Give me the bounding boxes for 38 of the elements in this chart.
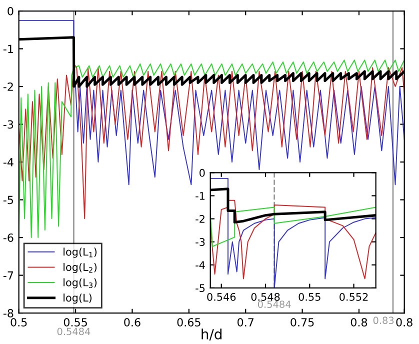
y-tick-label: -8 xyxy=(3,309,14,318)
x-tick-label: 0.55 xyxy=(298,292,320,301)
y-tick-label: 0 xyxy=(8,6,14,16)
x-tick-label: 0.6 xyxy=(124,318,140,326)
x-tick-label: 0.7 xyxy=(238,318,254,326)
x-tick-label: 0.55 xyxy=(64,318,87,326)
legend-label: log(L) xyxy=(64,294,92,304)
line-series xyxy=(210,200,376,280)
x-tick-label: 0.552 xyxy=(340,292,368,301)
legend-label: log(L$_{1}$) xyxy=(64,248,97,258)
y-tick-label: -4 xyxy=(196,261,205,269)
y-tick-label: -5 xyxy=(196,284,205,292)
y-tick-label: -3 xyxy=(196,238,205,246)
line-series xyxy=(210,206,376,247)
x-tick-label: 0.8 xyxy=(396,318,412,326)
y-tick-label: -1 xyxy=(196,192,205,200)
y-tick-label: -5 xyxy=(3,196,14,204)
y-tick-label: -3 xyxy=(3,120,14,129)
x-tick-label: 0.8 xyxy=(350,318,368,326)
ref-line-label: 0.5484 xyxy=(258,300,291,308)
x-tick-label: 0.65 xyxy=(177,318,200,326)
legend-label: log(L$_{3}$) xyxy=(64,278,97,288)
y-tick-label: -7 xyxy=(3,271,14,280)
ref-line-label: 0.5484 xyxy=(57,328,90,336)
line-series xyxy=(18,20,404,186)
x-axis-title: h/d xyxy=(202,328,222,340)
legend-label: log(L$_{2}$) xyxy=(64,262,97,274)
x-tick-label: 0.75 xyxy=(290,318,314,326)
y-tick-label: -1 xyxy=(3,44,13,53)
y-tick-label: -6 xyxy=(3,234,14,242)
x-tick-label: 0.546 xyxy=(207,292,236,301)
y-tick-label: -2 xyxy=(196,215,204,223)
y-tick-label: -4 xyxy=(3,158,14,166)
y-tick-label: -2 xyxy=(3,82,13,91)
x-tick-label: 0.5 xyxy=(10,318,27,326)
ref-line-label: 0.83 xyxy=(373,316,394,324)
y-tick-label: 0 xyxy=(200,168,205,177)
x-tick-label: 0.548 xyxy=(251,292,280,301)
